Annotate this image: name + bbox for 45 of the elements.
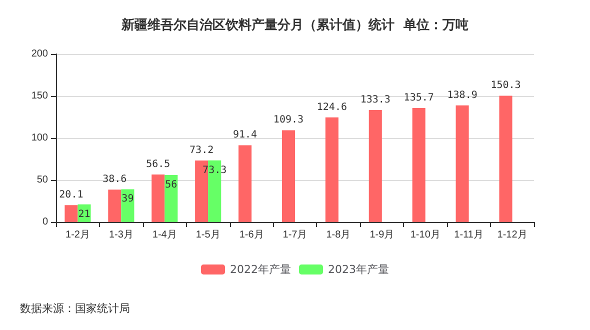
bar: [325, 117, 338, 222]
chart-title: 新疆维吾尔自治区饮料产量分月（累计值）统计 单位：万吨: [120, 17, 469, 33]
data-label: 56: [165, 179, 178, 190]
data-label: 135.7: [404, 92, 434, 104]
data-label: 21: [78, 208, 90, 220]
x-tick-label: 1-4月: [152, 230, 177, 240]
x-tick-label: 1-8月: [326, 230, 351, 240]
data-label: 38.6: [102, 174, 127, 186]
bar: [64, 205, 78, 222]
bar: [282, 130, 295, 222]
y-tick-label: 100: [31, 132, 48, 144]
bar: [152, 174, 165, 222]
x-tick-label: 1-2月: [66, 230, 90, 240]
data-label: 56.5: [146, 159, 170, 170]
data-label: 73.2: [190, 145, 214, 156]
source-note: 数据来源：国家统计局: [20, 302, 130, 315]
y-tick-label: 150: [31, 90, 48, 102]
data-label: 138.9: [447, 90, 478, 101]
x-tick-label: 1-5月: [196, 230, 220, 240]
data-label: 133.3: [360, 94, 390, 106]
x-tick-label: 1-3月: [108, 230, 134, 240]
x-tick-label: 1-6月: [239, 230, 264, 240]
data-label: 124.6: [316, 102, 347, 113]
x-tick-label: 1-12月: [497, 230, 528, 240]
x-tick-label: 1-7月: [282, 230, 308, 240]
data-label: 20.1: [59, 190, 84, 201]
data-label: 39: [122, 194, 134, 205]
data-label: 91.4: [232, 130, 258, 141]
x-tick-label: 1-11月: [454, 230, 484, 240]
y-tick-label: 0: [42, 216, 48, 228]
bar: [412, 108, 426, 222]
x-tick-label: 1-10月: [410, 230, 440, 240]
bar: [238, 145, 252, 222]
bar: [456, 105, 469, 222]
x-tick-label: 1-9月: [370, 230, 394, 240]
bar: [368, 110, 382, 222]
legend-label: 2023年产量: [328, 263, 389, 276]
bar: [164, 174, 178, 222]
data-label: 150.3: [490, 80, 521, 92]
y-tick-label: 50: [36, 174, 48, 186]
bar: [108, 190, 122, 222]
y-tick-label: 200: [31, 48, 48, 60]
data-label: 109.3: [273, 114, 304, 126]
bar: [499, 96, 512, 222]
legend-label: 2022年产量: [230, 263, 292, 276]
